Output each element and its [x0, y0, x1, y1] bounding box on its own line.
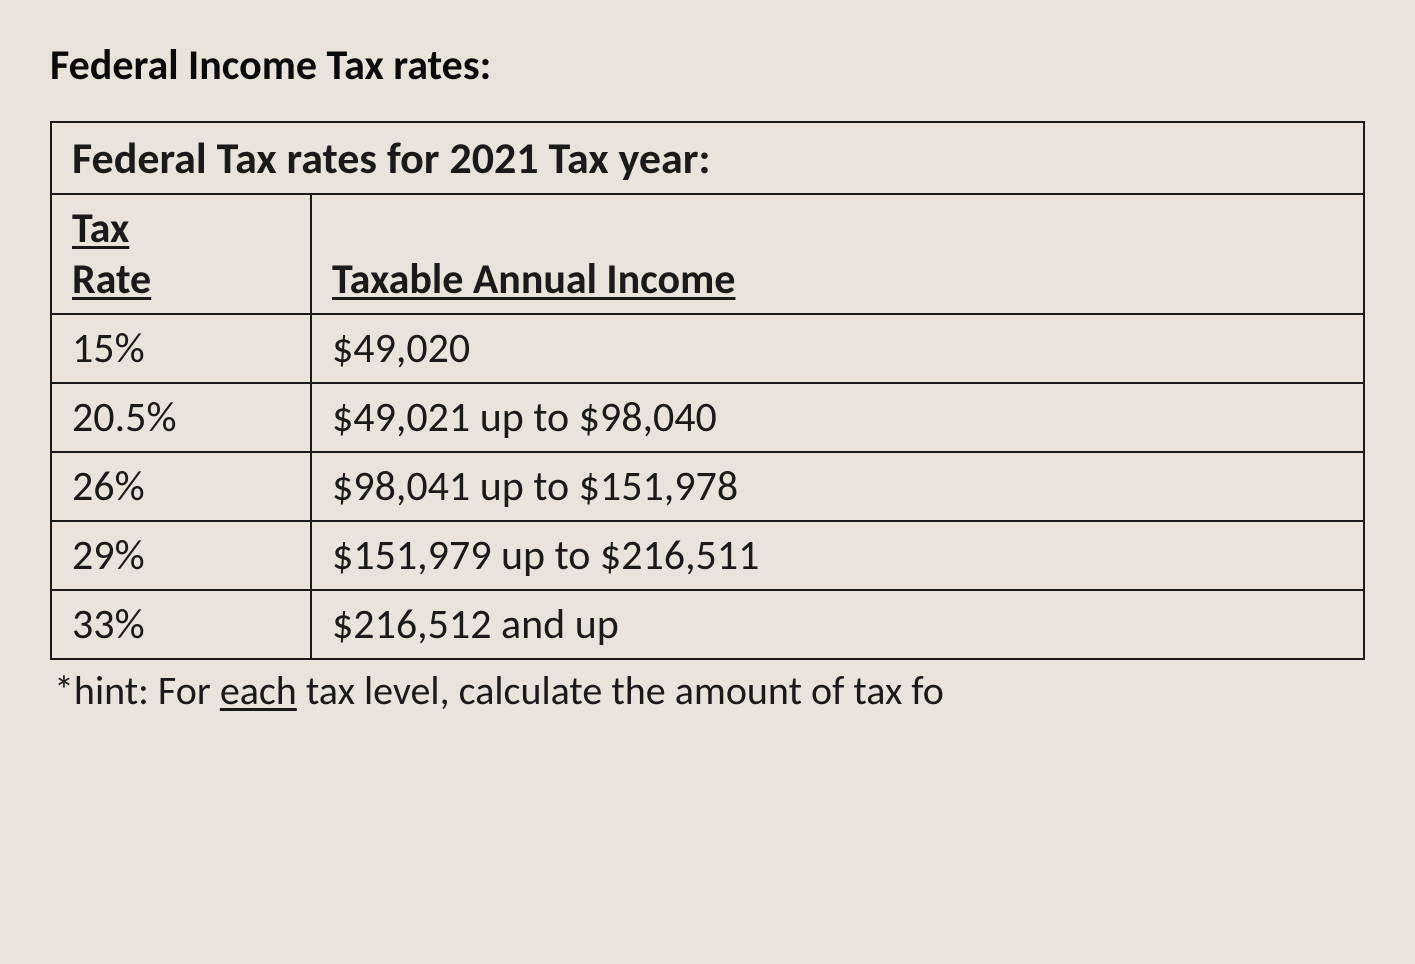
hint-text: *hint: For each tax level, calculate the… [50, 666, 1365, 715]
column-header-income: Taxable Annual Income [311, 194, 1364, 314]
cell-rate: 33% [51, 590, 311, 659]
column-header-rate: Tax Rate [51, 194, 311, 314]
cell-income: $49,020 [311, 314, 1364, 383]
hint-prefix: *hint: For [54, 666, 220, 715]
cell-rate: 29% [51, 521, 311, 590]
cell-rate: 26% [51, 452, 311, 521]
cell-income: $98,041 up to $151,978 [311, 452, 1364, 521]
table-row: 26% $98,041 up to $151,978 [51, 452, 1364, 521]
cell-rate: 15% [51, 314, 311, 383]
table-row: 33% $216,512 and up [51, 590, 1364, 659]
tax-rate-table: Federal Tax rates for 2021 Tax year: Tax… [50, 121, 1365, 660]
page-title: Federal Income Tax rates: [50, 40, 1365, 91]
cell-income: $216,512 and up [311, 590, 1364, 659]
cell-income: $49,021 up to $98,040 [311, 383, 1364, 452]
hint-suffix: tax level, calculate the amount of tax f… [297, 666, 944, 715]
cell-income: $151,979 up to $216,511 [311, 521, 1364, 590]
table-caption: Federal Tax rates for 2021 Tax year: [51, 122, 1364, 194]
table-row: 15% $49,020 [51, 314, 1364, 383]
table-row: 29% $151,979 up to $216,511 [51, 521, 1364, 590]
hint-underlined: each [220, 666, 297, 715]
table-row: 20.5% $49,021 up to $98,040 [51, 383, 1364, 452]
cell-rate: 20.5% [51, 383, 311, 452]
